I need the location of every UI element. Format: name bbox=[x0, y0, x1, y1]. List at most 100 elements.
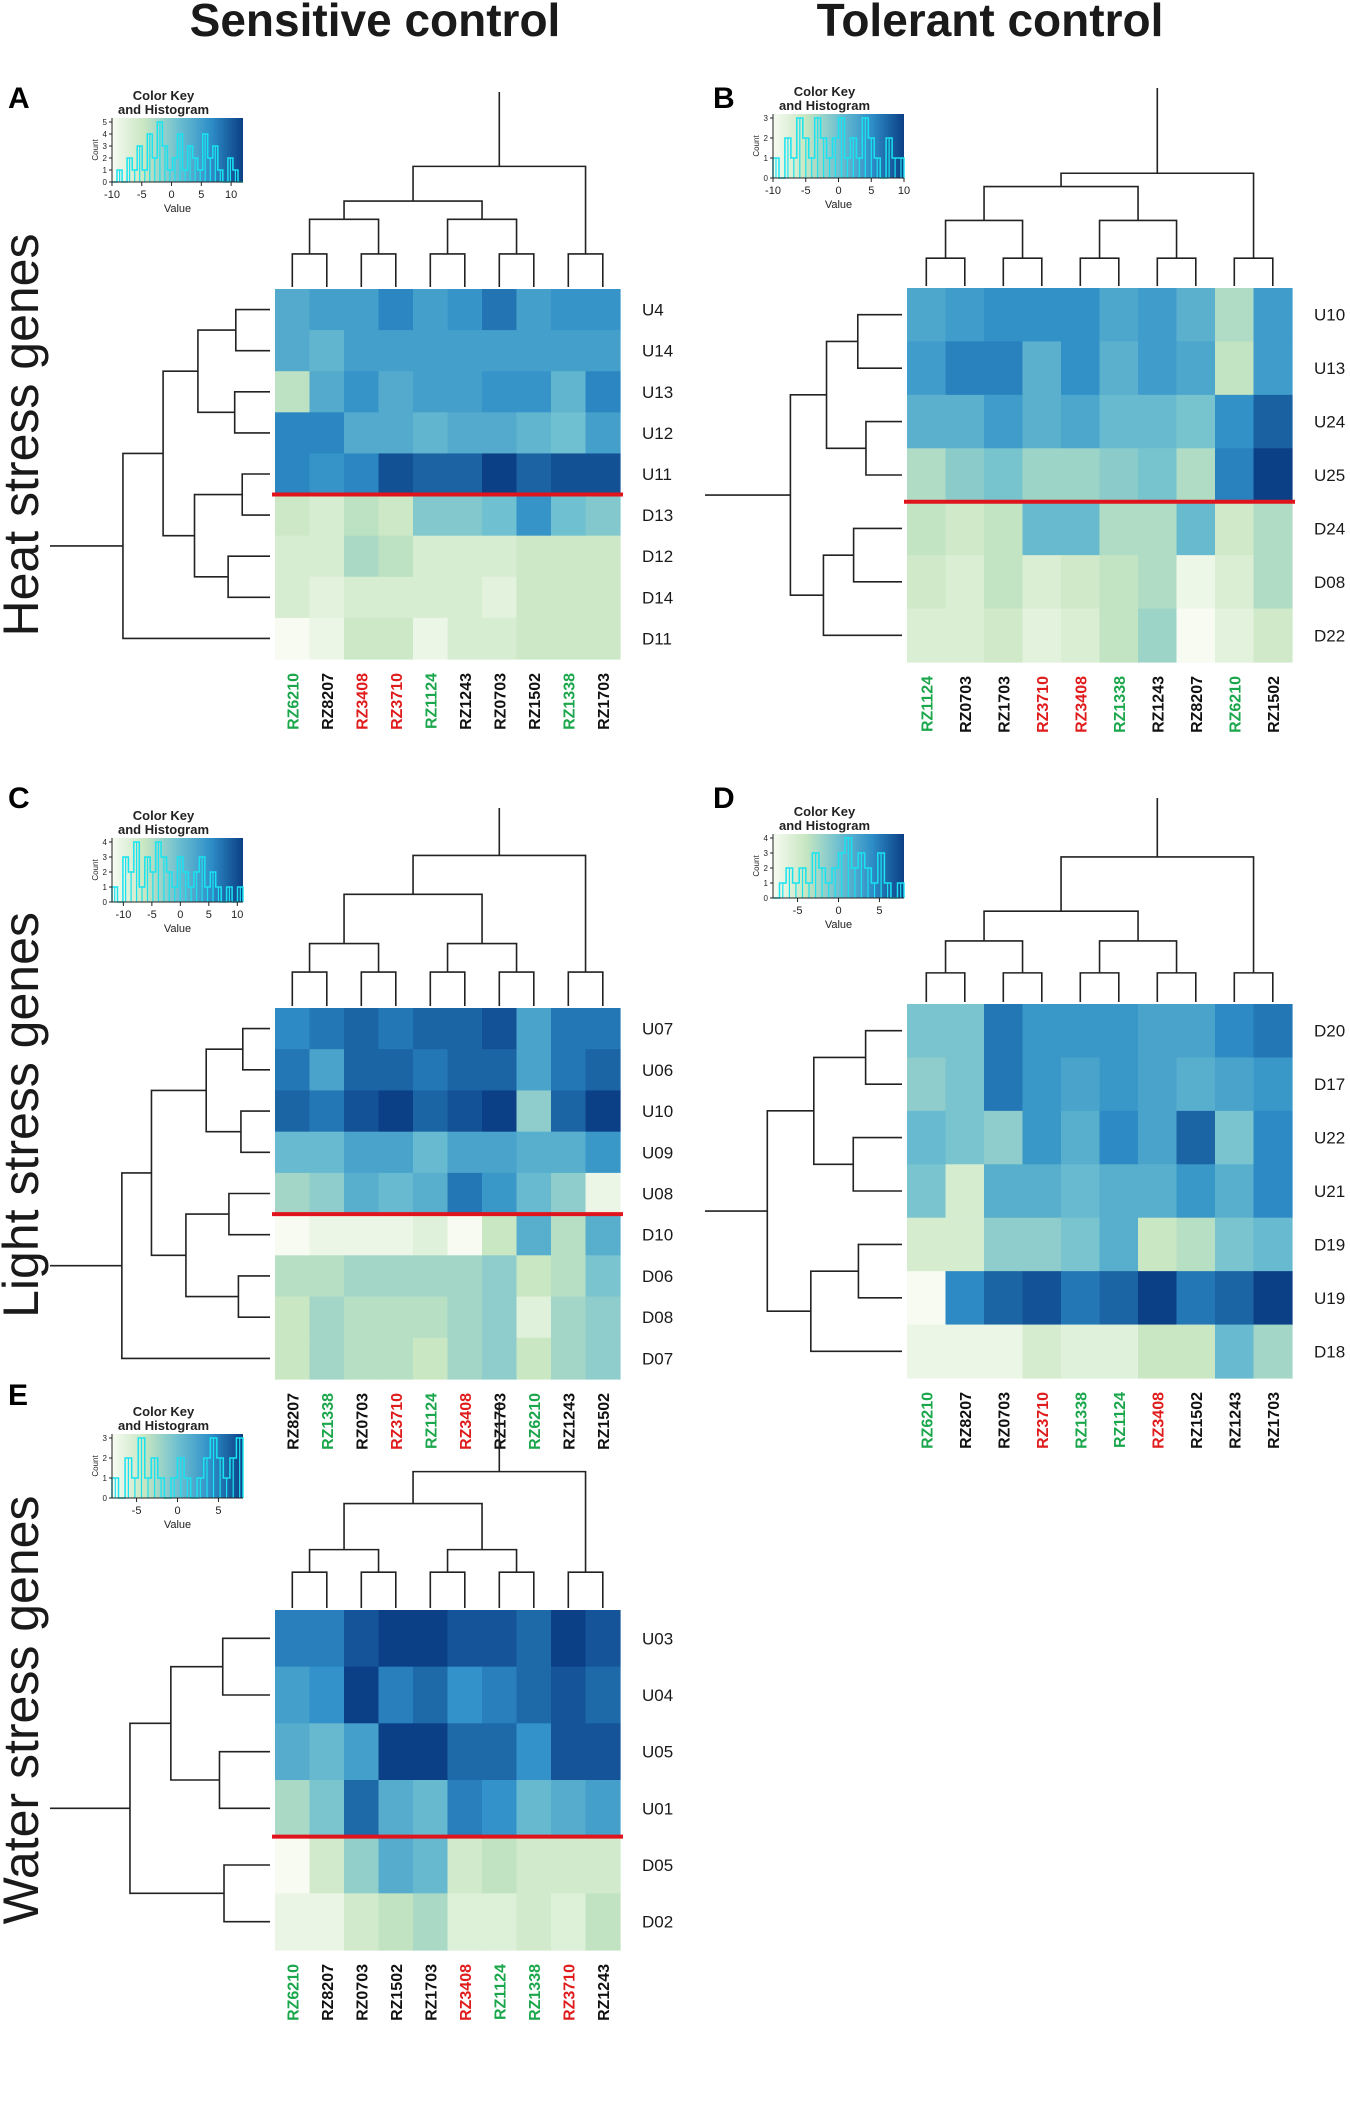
color-key-x-tick-label: -10 bbox=[115, 909, 131, 921]
color-key-y-tick-label: 2 bbox=[103, 868, 108, 877]
heatmap-cell bbox=[309, 1893, 345, 1951]
row-label: D17 bbox=[1314, 1075, 1345, 1094]
row-label: D10 bbox=[642, 1226, 673, 1245]
dendrogram-branch bbox=[983, 910, 1139, 941]
heatmap-cell bbox=[1022, 1004, 1062, 1059]
dendrogram-branch bbox=[446, 1548, 518, 1573]
dendrogram-branch bbox=[233, 390, 270, 434]
heatmap-cell bbox=[378, 1723, 414, 1781]
heatmap-cell bbox=[1253, 608, 1293, 663]
column-label: RZ1703 bbox=[1266, 1392, 1283, 1449]
heatmap-cell bbox=[1022, 1324, 1062, 1379]
color-key-x-tick-label: 5 bbox=[198, 189, 204, 201]
heatmap-cell bbox=[378, 330, 414, 372]
heatmap-cell bbox=[482, 535, 518, 578]
column-label: RZ0703 bbox=[958, 676, 975, 733]
column-label: RZ1124 bbox=[1112, 1392, 1129, 1448]
color-key-x-tick-label: 5 bbox=[206, 909, 212, 921]
heatmap-cell bbox=[1138, 288, 1178, 343]
heatmap-cell bbox=[551, 289, 587, 331]
heatmap-cell bbox=[1176, 448, 1216, 503]
row-label: D20 bbox=[1314, 1022, 1345, 1041]
column-label: RZ1502 bbox=[527, 673, 544, 730]
heatmap-cell bbox=[413, 1172, 449, 1215]
heatmap-cell bbox=[413, 1723, 449, 1781]
heatmap-cell bbox=[447, 1723, 483, 1781]
heatmap-cell bbox=[551, 1008, 587, 1050]
heatmap-cell bbox=[482, 1610, 518, 1668]
color-key-y-tick-label: 0 bbox=[103, 898, 108, 907]
heatmap-cell bbox=[945, 288, 985, 343]
heatmap-cell bbox=[344, 1780, 380, 1838]
color-key-x-label: Value bbox=[164, 203, 191, 215]
heatmap-cell bbox=[1215, 608, 1255, 663]
dendrogram-branch bbox=[237, 1275, 270, 1318]
panel-d: D D20 D17 U22 U21 D19 U19 D18 RZ6210 RZ8207 RZ0703… bbox=[705, 782, 1345, 1449]
color-key-y-tick-label: 2 bbox=[103, 154, 108, 163]
column-label: RZ3710 bbox=[1035, 676, 1052, 733]
heatmap-cell bbox=[344, 494, 380, 537]
heatmap-cell bbox=[907, 288, 947, 343]
heatmap-cell bbox=[1138, 555, 1178, 610]
heatmap-cell bbox=[482, 1666, 518, 1724]
heatmap-cell bbox=[1138, 341, 1178, 396]
heatmap-cell bbox=[1099, 288, 1139, 343]
heatmap-cell bbox=[378, 1780, 414, 1838]
dendrogram-branch bbox=[205, 1048, 243, 1133]
panel-b: B U10 U13 U24 U25 D24 D08 D22 RZ1124 RZ0703 RZ1703… bbox=[705, 82, 1345, 733]
heatmap-cell bbox=[1022, 448, 1062, 503]
color-key-subtitle: and Histogram bbox=[779, 818, 870, 833]
heatmap-cell bbox=[344, 1172, 380, 1215]
heatmap-cell bbox=[585, 371, 621, 413]
heatmap-cell bbox=[1176, 1271, 1216, 1326]
heatmap-cell bbox=[516, 1172, 552, 1215]
column-label: RZ8207 bbox=[320, 1964, 337, 2021]
heatmap-cell bbox=[551, 1337, 587, 1380]
heatmap-cell bbox=[1253, 1110, 1293, 1165]
heatmap-cell bbox=[413, 1049, 449, 1092]
heatmap-cells bbox=[907, 1004, 1293, 1379]
heatmap-cell bbox=[945, 448, 985, 503]
heatmap-cell bbox=[413, 330, 449, 372]
row-label: U07 bbox=[642, 1020, 673, 1039]
heatmap-cell bbox=[1215, 288, 1255, 343]
dendrogram-branch bbox=[412, 854, 587, 973]
heatmap-cell bbox=[1022, 394, 1062, 449]
heatmap-cell bbox=[413, 1255, 449, 1298]
color-key-y-tick-label: 3 bbox=[764, 114, 769, 123]
heatmap-cell bbox=[551, 1172, 587, 1215]
color-key-title: Color Key bbox=[794, 84, 856, 99]
heatmap-cell bbox=[1215, 1324, 1255, 1379]
heatmap-cell bbox=[516, 1666, 552, 1724]
color-key-y-tick-label: 4 bbox=[764, 834, 769, 843]
heatmap-cell bbox=[344, 1255, 380, 1298]
heatmap-cell bbox=[482, 1131, 518, 1174]
heatmap-cell bbox=[984, 341, 1024, 396]
heatmap-cell bbox=[482, 330, 518, 372]
heatmap-cell bbox=[1176, 608, 1216, 663]
row-label: D05 bbox=[642, 1856, 673, 1875]
color-key-x-label: Value bbox=[164, 923, 191, 935]
column-dendrogram bbox=[291, 1402, 604, 1608]
dendrogram-branch bbox=[825, 340, 866, 450]
dendrogram-branch bbox=[852, 1136, 902, 1192]
color-key-histogram bbox=[773, 837, 905, 899]
heatmap-cell bbox=[447, 1214, 483, 1256]
heatmap-cell bbox=[413, 1008, 449, 1050]
row-label: U24 bbox=[1314, 413, 1345, 432]
dendrogram-branch bbox=[429, 971, 466, 1006]
heatmap-cell bbox=[1022, 288, 1062, 343]
dendrogram-branch bbox=[1098, 940, 1178, 973]
heatmap-cell bbox=[309, 576, 345, 619]
heatmap-cell bbox=[1215, 1110, 1255, 1165]
heatmap-cell bbox=[585, 1836, 621, 1894]
heatmap-cell bbox=[344, 412, 380, 455]
heatmap-cell bbox=[1215, 1271, 1255, 1326]
dendrogram-branch bbox=[122, 452, 270, 640]
column-label: RZ6210 bbox=[285, 1964, 302, 2021]
heatmap-cell bbox=[413, 1610, 449, 1668]
heatmap-cell bbox=[275, 1893, 311, 1951]
color-key-x-tick-label: 0 bbox=[835, 905, 841, 917]
column-label: RZ6210 bbox=[919, 1392, 936, 1449]
